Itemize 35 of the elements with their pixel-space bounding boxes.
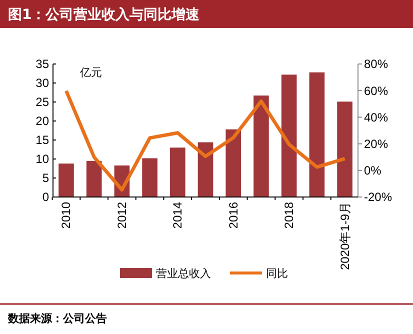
bar — [58, 164, 74, 197]
x-tick-label: 2010 — [59, 202, 74, 229]
legend-label: 同比 — [266, 266, 288, 280]
x-tick-label: 2018 — [282, 202, 296, 229]
bar — [86, 160, 102, 197]
bar — [170, 148, 186, 197]
bar — [226, 129, 242, 197]
y2-tick-label: -20% — [364, 190, 392, 204]
y-tick-label: 20 — [36, 114, 50, 128]
bar — [337, 102, 352, 197]
x-tick-label: 2016 — [226, 202, 240, 229]
legend-label: 营业总收入 — [156, 266, 211, 280]
source-note: 数据来源：公司公告 — [7, 312, 107, 325]
chart-title: 图1：公司营业收入与同比增速 — [8, 7, 201, 23]
y-tick-label: 25 — [36, 95, 50, 110]
bar — [309, 72, 325, 197]
line-series — [64, 89, 347, 192]
y2-tick-label: 60% — [364, 84, 388, 98]
x-tick-label: 2014 — [170, 202, 185, 229]
bar — [142, 158, 158, 197]
x-tick-label: 2012 — [114, 202, 129, 229]
y-tick-label: 30 — [36, 76, 50, 90]
y-tick-label: 0 — [42, 190, 50, 204]
x-tick-label: 2020年1-9月 — [338, 202, 352, 270]
y2-tick-label: 80% — [364, 57, 388, 72]
y-tick-label: 15 — [36, 133, 50, 148]
y-tick-label: 10 — [36, 152, 50, 166]
y-tick-label: 5 — [42, 171, 50, 186]
bar — [281, 74, 297, 197]
annotation: 亿元 — [79, 66, 102, 79]
y-tick-label: 35 — [36, 57, 50, 72]
bar — [254, 96, 269, 197]
y2-tick-label: 0% — [364, 164, 382, 178]
y2-tick-label: 20% — [364, 137, 388, 151]
y2-tick-label: 40% — [364, 110, 388, 124]
